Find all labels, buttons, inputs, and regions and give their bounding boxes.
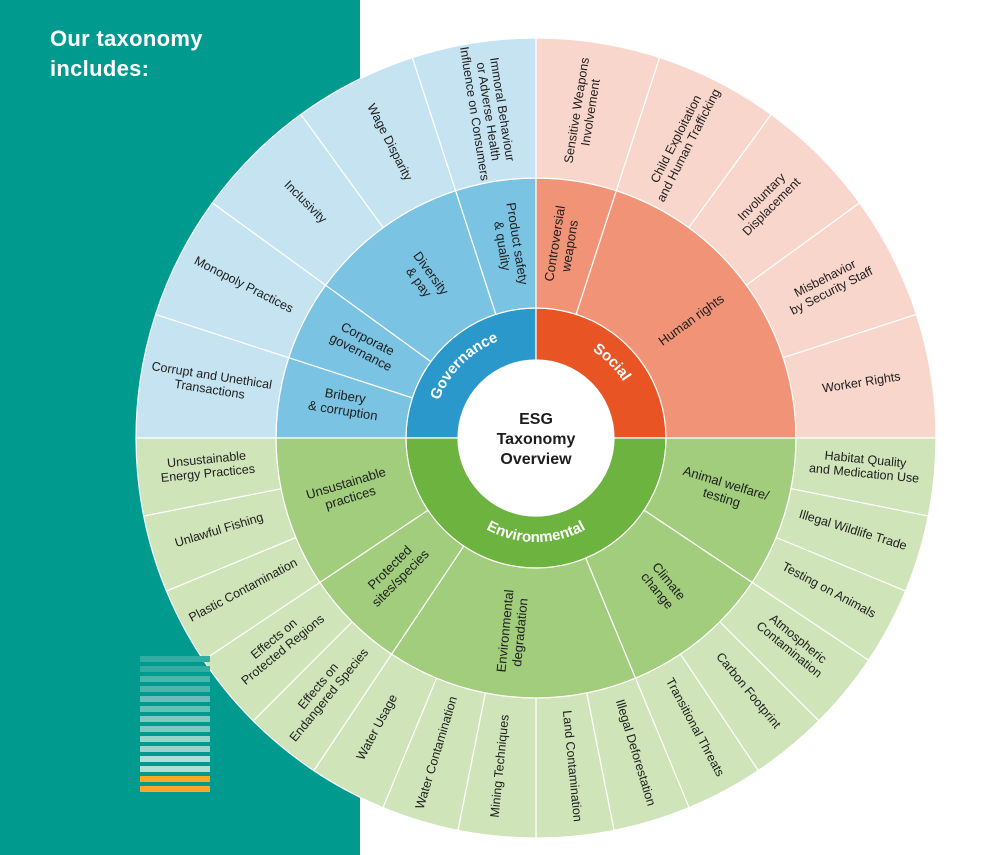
decor-bar [140,666,210,672]
decor-bar [140,706,210,712]
decor-bar [140,716,210,722]
decor-bar [140,696,210,702]
decor-bar [140,766,210,772]
sunburst-chart: Bribery& corruptionCorrupt and Unethical… [0,0,1002,855]
decor-bar [140,726,210,732]
decor-bar [140,656,210,662]
decor-bar [140,786,210,792]
decor-bar [140,736,210,742]
decor-bar [140,686,210,692]
decor-bar [140,676,210,682]
decor-bar [140,776,210,782]
decor-bar [140,756,210,762]
decor-bar [140,746,210,752]
